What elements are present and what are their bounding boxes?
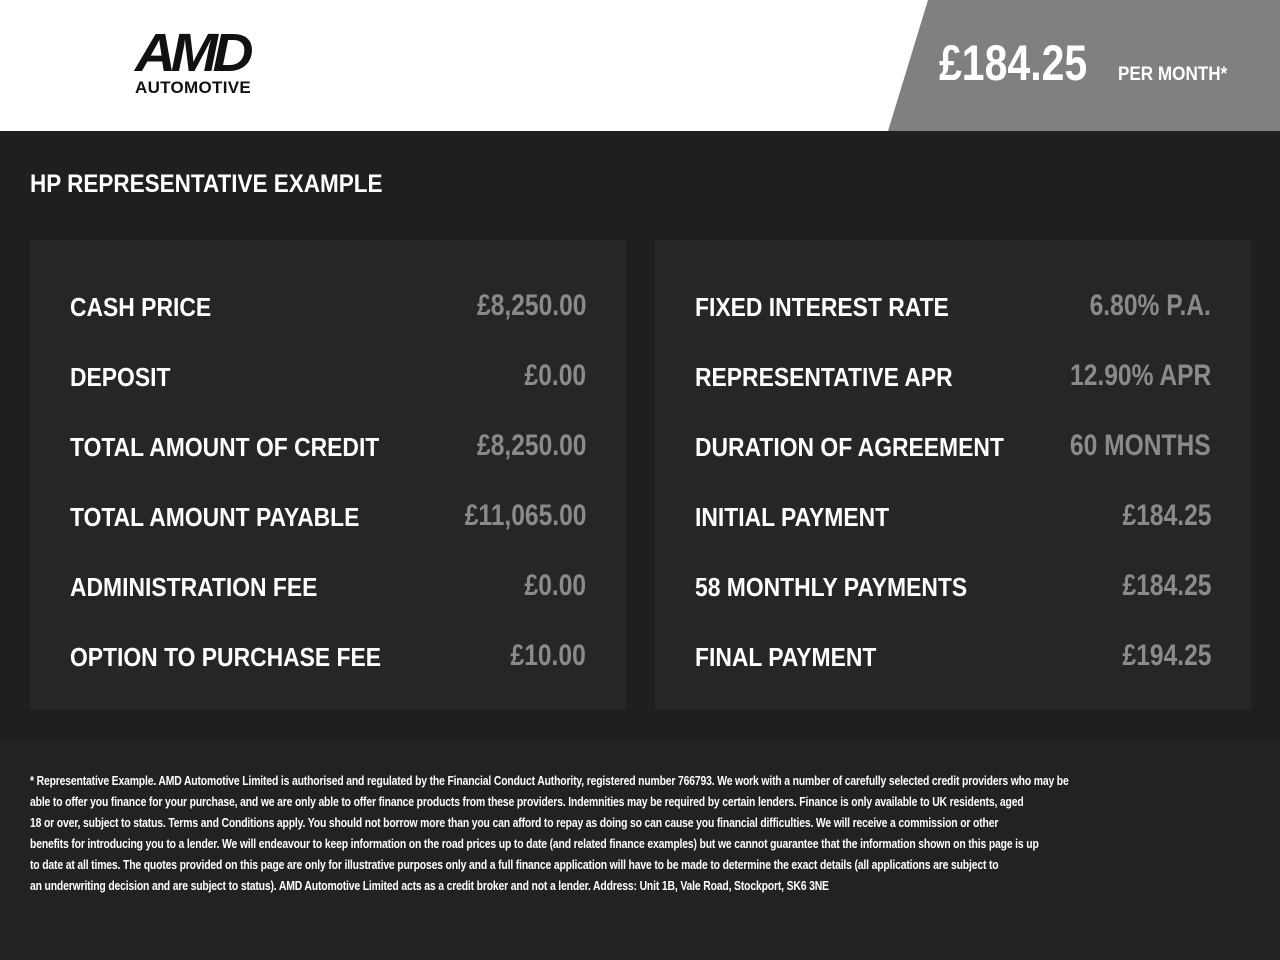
finance-label: TOTAL AMOUNT PAYABLE xyxy=(70,502,360,532)
finance-row: REPRESENTATIVE APR 12.90% APR xyxy=(695,359,1211,402)
finance-value: 60 MONTHS xyxy=(1070,429,1211,462)
finance-row: INITIAL PAYMENT £184.25 xyxy=(695,499,1211,542)
disclaimer-line: able to offer you finance for your purch… xyxy=(30,794,1024,809)
finance-value: £184.25 xyxy=(1122,499,1211,532)
finance-value: £0.00 xyxy=(524,569,586,602)
logo-subtext: AUTOMOTIVE xyxy=(135,78,252,97)
section-title: HP REPRESENTATIVE EXAMPLE xyxy=(30,170,383,198)
monthly-price-box: £184.25 PER MONTH* xyxy=(888,0,1280,131)
finance-value: £11,065.00 xyxy=(464,499,586,532)
finance-label: INITIAL PAYMENT xyxy=(695,502,890,532)
finance-row: OPTION TO PURCHASE FEE £10.00 xyxy=(70,639,586,682)
disclaimer-text: * Representative Example. AMD Automotive… xyxy=(30,770,1280,896)
finance-value: £10.00 xyxy=(510,639,586,672)
finance-label: OPTION TO PURCHASE FEE xyxy=(70,642,382,672)
finance-label: DURATION OF AGREEMENT xyxy=(695,432,1004,462)
finance-row: FINAL PAYMENT £194.25 xyxy=(695,639,1211,682)
finance-label: DEPOSIT xyxy=(70,362,171,392)
header: AMD AUTOMOTIVE £184.25 PER MONTH* xyxy=(0,0,1280,131)
finance-value: £8,250.00 xyxy=(476,289,586,322)
finance-row: TOTAL AMOUNT OF CREDIT £8,250.00 xyxy=(70,429,586,472)
disclaimer-footer: * Representative Example. AMD Automotive… xyxy=(0,740,1280,960)
finance-label: CASH PRICE xyxy=(70,292,212,322)
finance-row: 58 MONTHLY PAYMENTS £184.25 xyxy=(695,569,1211,612)
disclaimer-line: 18 or over, subject to status. Terms and… xyxy=(30,815,999,830)
finance-value: 12.90% APR xyxy=(1069,359,1211,392)
finance-label: TOTAL AMOUNT OF CREDIT xyxy=(70,432,380,462)
finance-row: TOTAL AMOUNT PAYABLE £11,065.00 xyxy=(70,499,586,542)
finance-value: 6.80% P.A. xyxy=(1089,289,1211,322)
finance-label: ADMINISTRATION FEE xyxy=(70,572,318,602)
finance-row: DEPOSIT £0.00 xyxy=(70,359,586,402)
finance-row: CASH PRICE £8,250.00 xyxy=(70,289,586,332)
finance-value: £8,250.00 xyxy=(476,429,586,462)
finance-value: £0.00 xyxy=(524,359,586,392)
disclaimer-line: to date at all times. The quotes provide… xyxy=(30,857,999,872)
disclaimer-line: benefits for introducing you to a lender… xyxy=(30,836,1039,851)
finance-label: FINAL PAYMENT xyxy=(695,642,877,672)
finance-label: FIXED INTEREST RATE xyxy=(695,292,949,322)
finance-panel-right: FIXED INTEREST RATE 6.80% P.A. REPRESENTAT… xyxy=(655,240,1251,710)
finance-row: DURATION OF AGREEMENT 60 MONTHS xyxy=(695,429,1211,472)
finance-value: £184.25 xyxy=(1122,569,1211,602)
finance-label: REPRESENTATIVE APR xyxy=(695,362,953,392)
finance-panel-left: CASH PRICE £8,250.00 DEPOSIT £0.00 TOTAL AMO… xyxy=(30,240,626,710)
monthly-price: £184.25 xyxy=(939,35,1088,91)
amd-automotive-logo[interactable]: AMD AUTOMOTIVE xyxy=(135,26,285,98)
finance-value: £194.25 xyxy=(1122,639,1211,672)
price-suffix: PER MONTH* xyxy=(1118,64,1228,85)
disclaimer-line: * Representative Example. AMD Automotive… xyxy=(30,773,1069,788)
logo-text: AMD xyxy=(135,23,254,83)
finance-row: ADMINISTRATION FEE £0.00 xyxy=(70,569,586,612)
finance-row: FIXED INTEREST RATE 6.80% P.A. xyxy=(695,289,1211,332)
disclaimer-line: an underwriting decision and are subject… xyxy=(30,878,829,893)
finance-label: 58 MONTHLY PAYMENTS xyxy=(695,572,968,602)
